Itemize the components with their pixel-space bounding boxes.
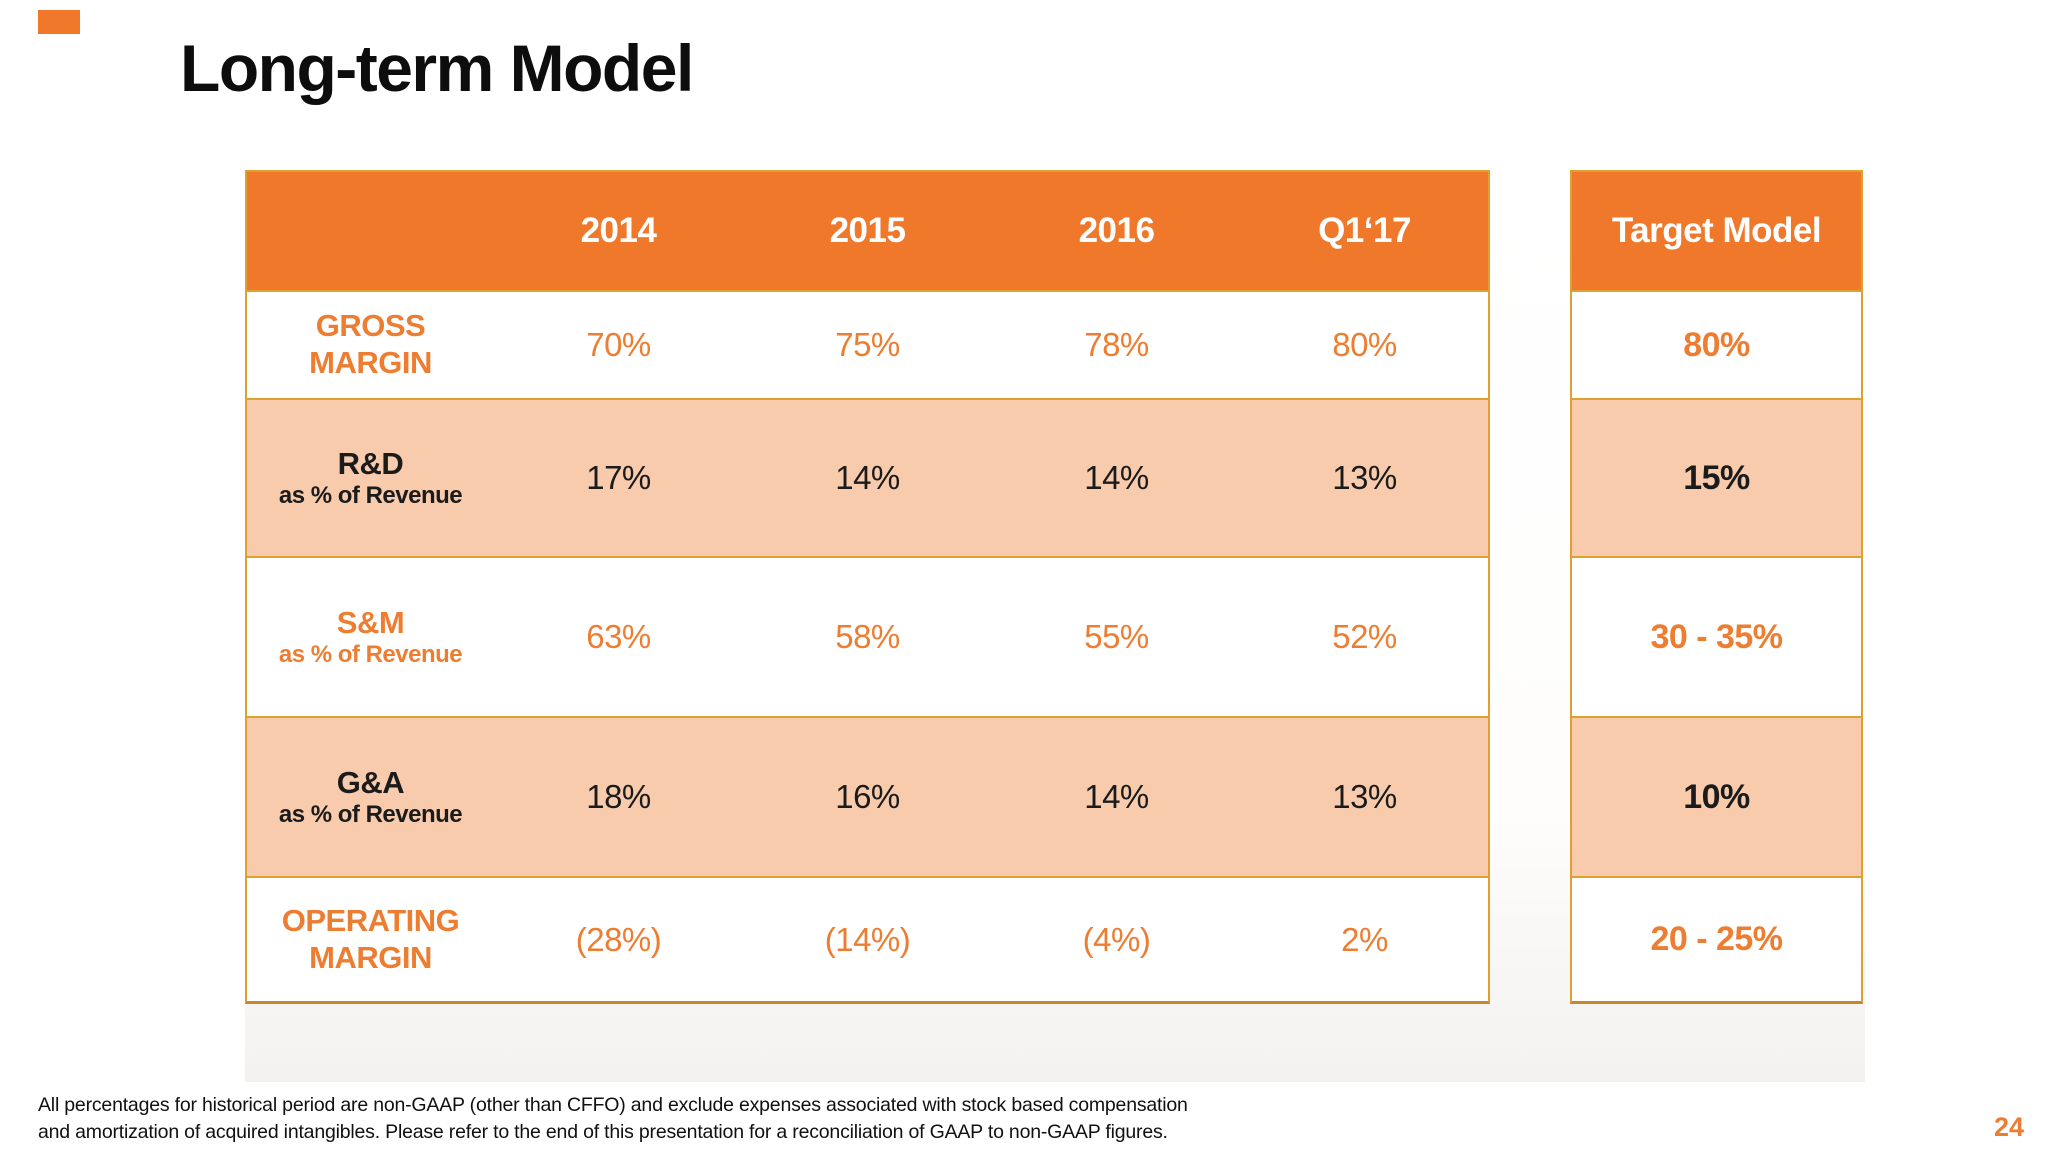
target-value: 15%: [1683, 458, 1750, 497]
target-value: 10%: [1683, 777, 1750, 816]
footnote: All percentages for historical period ar…: [38, 1092, 1188, 1147]
target-row-sm: 30 - 35%: [1572, 556, 1861, 716]
cell-value: 70%: [586, 326, 651, 363]
table-row-ga: G&A as % of Revenue 18% 16% 14% 13%: [247, 716, 1488, 876]
table-row-sm: S&M as % of Revenue 63% 58% 55% 52%: [247, 556, 1488, 716]
row-label: S&M as % of Revenue: [278, 604, 463, 669]
target-row-gross-margin: 80%: [1572, 290, 1861, 398]
target-row-rd: 15%: [1572, 398, 1861, 556]
historical-table-header-row: 2014 2015 2016 Q1‘17: [247, 172, 1488, 290]
cell-value: (14%): [824, 920, 911, 958]
historical-metrics-table: 2014 2015 2016 Q1‘17 GROSS MARGIN 70% 75…: [245, 170, 1490, 1004]
cell-value: 58%: [835, 618, 900, 655]
row-label: GROSS MARGIN: [309, 308, 432, 380]
target-value: 80%: [1683, 325, 1750, 364]
header-2014: 2014: [580, 211, 657, 250]
header-2015: 2015: [829, 211, 906, 250]
target-model-table: Target Model 80% 15% 30 - 35% 10% 20 - 2…: [1570, 170, 1863, 1004]
target-value: 30 - 35%: [1650, 617, 1783, 656]
target-row-ga: 10%: [1572, 716, 1861, 876]
row-label: R&D as % of Revenue: [278, 445, 463, 510]
cell-value: 75%: [835, 326, 900, 363]
cell-value: 13%: [1332, 778, 1397, 815]
page-number: 24: [1994, 1112, 2025, 1142]
cell-value: 17%: [586, 459, 651, 496]
cell-value: 63%: [586, 618, 651, 655]
cell-value: (4%): [1082, 920, 1151, 958]
slide-title: Long-term Model: [180, 31, 694, 105]
table-row-gross-margin: GROSS MARGIN 70% 75% 78% 80%: [247, 290, 1488, 398]
footnote-line-1: All percentages for historical period ar…: [38, 1094, 1188, 1116]
cell-value: 14%: [1084, 459, 1149, 496]
cell-value: 80%: [1332, 326, 1397, 363]
target-value: 20 - 25%: [1650, 920, 1783, 958]
cell-value: 14%: [835, 459, 900, 496]
row-label: OPERATING MARGIN: [281, 902, 460, 975]
cell-value: 52%: [1332, 618, 1397, 655]
cell-value: 2%: [1341, 920, 1388, 958]
header-q117: Q1‘17: [1318, 211, 1411, 250]
cell-value: 55%: [1084, 618, 1149, 655]
target-model-title: Target Model: [1611, 211, 1822, 250]
cell-value: 18%: [586, 778, 651, 815]
cell-value: 14%: [1084, 778, 1149, 815]
cell-value: 16%: [835, 778, 900, 815]
table-row-rd: R&D as % of Revenue 17% 14% 14% 13%: [247, 398, 1488, 556]
cell-value: (28%): [575, 920, 662, 958]
footnote-line-2: and amortization of acquired intangibles…: [38, 1121, 1168, 1144]
slide-corner-accent: [38, 10, 80, 34]
row-label: G&A as % of Revenue: [278, 764, 463, 829]
cell-value: 13%: [1332, 459, 1397, 496]
target-model-header: Target Model: [1572, 172, 1861, 290]
cell-value: 78%: [1084, 326, 1149, 363]
target-row-operating-margin: 20 - 25%: [1572, 876, 1861, 1001]
header-2016: 2016: [1078, 211, 1155, 250]
table-row-operating-margin: OPERATING MARGIN (28%) (14%) (4%) 2%: [247, 876, 1488, 1001]
